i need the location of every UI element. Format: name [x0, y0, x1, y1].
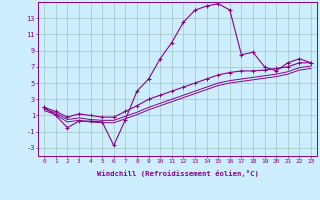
X-axis label: Windchill (Refroidissement éolien,°C): Windchill (Refroidissement éolien,°C): [97, 170, 259, 177]
